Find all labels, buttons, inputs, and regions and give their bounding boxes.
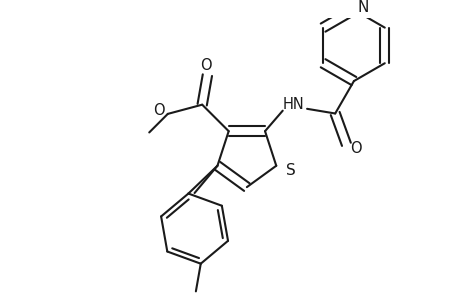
- Text: HN: HN: [282, 97, 304, 112]
- Text: N: N: [357, 0, 368, 14]
- Text: O: O: [349, 142, 361, 157]
- Text: O: O: [199, 58, 211, 73]
- Text: O: O: [153, 103, 165, 118]
- Text: S: S: [286, 163, 296, 178]
